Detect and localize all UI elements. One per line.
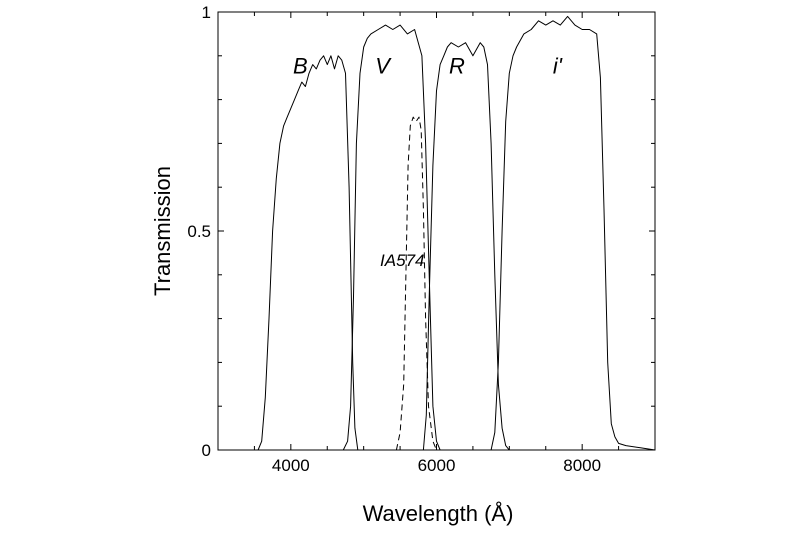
y-tick-label: 0.5 (187, 222, 211, 241)
y-tick-label: 0 (202, 441, 211, 460)
y-axis-title: Transmission (150, 166, 175, 296)
x-tick-label: 6000 (418, 456, 456, 475)
curve-r (422, 42, 510, 451)
label-v: V (375, 53, 392, 78)
label-b: B (293, 53, 308, 78)
label-r: R (449, 53, 465, 78)
curve-i (490, 15, 656, 451)
curve-b (257, 55, 359, 451)
label-ia574: IA574 (380, 251, 424, 270)
plot-frame (217, 11, 656, 451)
label-i: i' (553, 53, 563, 78)
x-axis-title: Wavelength (Å) (363, 501, 514, 526)
curve-v (342, 24, 441, 451)
plot-axes: 4000 6000 8000 0 0.5 1 (187, 3, 656, 475)
filter-curves (257, 15, 656, 451)
curve-ia574 (395, 116, 437, 451)
x-tick-label: 4000 (272, 456, 310, 475)
x-tick-label: 8000 (563, 456, 601, 475)
y-tick-label: 1 (202, 3, 211, 22)
band-labels: B V IA574 R i' (293, 53, 563, 270)
